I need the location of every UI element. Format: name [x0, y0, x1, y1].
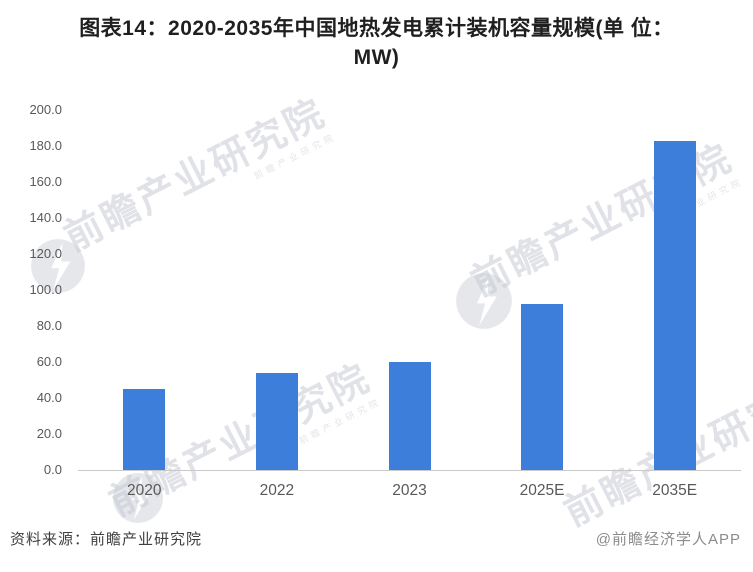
y-tick-label: 120.0 [29, 246, 62, 261]
chart-title-line2: MW) [353, 46, 400, 69]
y-axis: 200.0 180.0 160.0 140.0 120.0 100.0 80.0 60.0 40… [0, 102, 62, 477]
chart-title: 图表14：2020-2035年中国地热发电累计装机容量规模(单 位： MW) [20, 14, 733, 72]
x-tick-label-2023: 2023 [392, 482, 427, 499]
y-tick-label: 200.0 [29, 102, 62, 117]
footer: 资料来源：前瞻产业研究院 @前瞻经济学人APP [10, 526, 741, 550]
x-tick-label-2020: 2020 [127, 482, 162, 499]
y-tick-label: 160.0 [29, 174, 62, 189]
bar-2022 [255, 372, 298, 470]
y-tick-label: 180.0 [29, 138, 62, 153]
x-tick-label-2025E: 2025E [519, 482, 565, 499]
bar-2023 [388, 362, 431, 470]
bar-2025E [521, 304, 564, 470]
source-text: 资料来源：前瞻产业研究院 [10, 530, 203, 548]
chart-title-line1: 图表14：2020-2035年中国地热发电累计装机容量规模(单 位： [79, 17, 674, 40]
y-tick-label: 20.0 [36, 426, 62, 441]
y-tick-label: 60.0 [36, 354, 62, 369]
bar-2020 [123, 389, 166, 470]
y-tick-label: 0.0 [43, 462, 62, 477]
plot-area: 2020 2022 2023 2025E 2035E [78, 110, 741, 499]
y-tick-label: 80.0 [36, 318, 62, 333]
x-tick-label-2035E: 2035E [652, 482, 698, 499]
bar-2035E [653, 140, 696, 470]
x-tick-label-2022: 2022 [259, 482, 295, 499]
y-tick-label: 100.0 [29, 282, 62, 297]
y-tick-label: 40.0 [36, 390, 62, 405]
y-tick-label: 140.0 [29, 210, 62, 225]
credit-text: @前瞻经济学人APP [595, 530, 741, 548]
